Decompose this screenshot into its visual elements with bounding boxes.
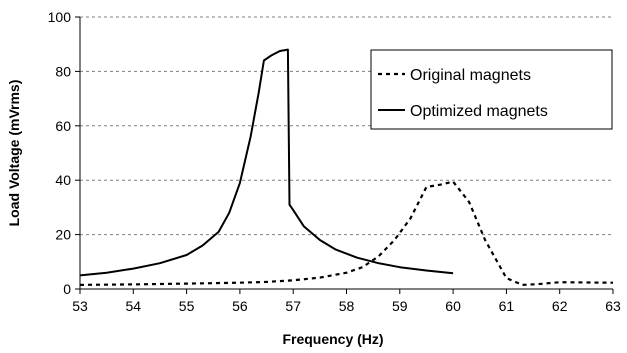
y-tick-label-40: 40 — [55, 172, 71, 188]
y-tick-label-0: 0 — [63, 281, 71, 297]
x-tick-label-61: 61 — [499, 298, 515, 314]
y-axis-title: Load Voltage (mVrms) — [6, 80, 22, 227]
legend-label-original: Original magnets — [410, 67, 531, 84]
series-line-original-magnets — [79, 180, 614, 286]
y-tick-label-80: 80 — [55, 63, 71, 79]
y-tick-labels: 0 20 40 60 80 100 — [48, 9, 72, 297]
x-tick-label-63: 63 — [605, 298, 621, 314]
x-tick-label-59: 59 — [392, 298, 408, 314]
x-tick-label-55: 55 — [179, 298, 195, 314]
y-tick-label-60: 60 — [55, 118, 71, 134]
x-tick-labels: 53 54 55 56 57 58 59 60 61 62 63 — [72, 298, 621, 314]
series-lines — [79, 48, 614, 286]
x-tick-label-56: 56 — [232, 298, 248, 314]
legend: Original magnets Optimized magnets — [370, 49, 613, 130]
legend-label-optimized: Optimized magnets — [410, 103, 548, 120]
x-tick-label-60: 60 — [445, 298, 461, 314]
x-tick-label-57: 57 — [285, 298, 301, 314]
x-tick-label-54: 54 — [126, 298, 142, 314]
series-line-optimized-magnets — [79, 48, 454, 277]
legend-box — [370, 49, 613, 130]
y-tick-label-100: 100 — [48, 9, 72, 25]
x-axis-title: Frequency (Hz) — [282, 331, 383, 347]
x-tick-label-53: 53 — [72, 298, 88, 314]
axes — [75, 16, 614, 294]
y-tick-label-20: 20 — [55, 227, 71, 243]
x-tick-label-62: 62 — [552, 298, 568, 314]
x-tick-label-58: 58 — [339, 298, 355, 314]
